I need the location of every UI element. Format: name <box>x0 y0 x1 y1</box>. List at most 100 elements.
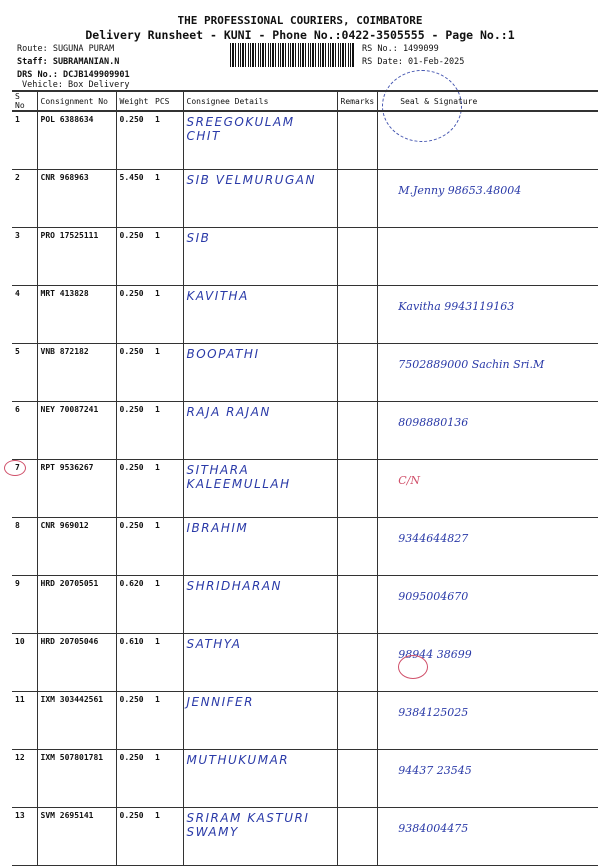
signature: M.Jenny 98653.48004 <box>377 169 598 228</box>
consignee-name: SIB VELMURUGAN <box>182 169 337 228</box>
consignment-number: CNR 968963 <box>36 169 116 228</box>
consignment-number: NEY 70087241 <box>36 401 116 460</box>
consignee-name: SITHARA KALEEMULLAH <box>182 459 337 518</box>
pieces: 1 <box>152 691 183 750</box>
page-mark-circle <box>398 655 428 679</box>
consignee-name: MUTHUKUMAR <box>182 749 337 808</box>
serial-number: 13 <box>12 807 37 866</box>
table-row: 1 POL 6388634 0.250 1 SREEGOKULAM CHIT <box>12 111 598 170</box>
runsheet-table: S No Consignment No Weight PCS Consignee… <box>4 90 598 866</box>
weight: 0.250 <box>115 343 152 402</box>
signature: Kavitha 9943119163 <box>377 285 598 344</box>
serial-number: 3 <box>12 227 37 286</box>
staff: Staff: SUBRAMANIAN.N <box>17 57 120 67</box>
remarks <box>336 343 378 402</box>
table-row: 10 HRD 20705046 0.610 1 SATHYA 98944 38699 <box>12 633 598 692</box>
weight: 5.450 <box>115 169 152 228</box>
consignee-name: RAJA RAJAN <box>182 401 337 460</box>
remarks <box>336 227 378 286</box>
pieces: 1 <box>152 111 183 170</box>
consignment-number: PRO 17525111 <box>36 227 116 286</box>
consignee-name: JENNIFER <box>182 691 337 750</box>
drs-number: DRS No.: DCJB149909901 <box>17 70 130 80</box>
serial-number: 10 <box>12 633 37 692</box>
remarks <box>336 401 378 460</box>
signature: 9384125025 <box>377 691 598 750</box>
table-row: 2 CNR 968963 5.450 1 SIB VELMURUGAN M.Jenny 9… <box>12 169 598 228</box>
highlight-circle <box>4 460 26 476</box>
consignee-name: SIB <box>182 227 337 286</box>
consignment-number: HRD 20705051 <box>36 575 116 634</box>
runsheet-title: Delivery Runsheet - KUNI - Phone No.:042… <box>85 28 515 42</box>
remarks <box>336 575 378 634</box>
consignment-number: HRD 20705046 <box>36 633 116 692</box>
signature: 7502889000 Sachin Sri.M <box>377 343 598 402</box>
weight: 0.250 <box>115 459 152 518</box>
consignment-number: IXM 303442561 <box>36 691 116 750</box>
pieces: 1 <box>152 285 183 344</box>
consignee-name: BOOPATHI <box>182 343 337 402</box>
signature <box>377 111 598 170</box>
vehicle: Vehicle: Box Delivery <box>22 80 130 90</box>
table-row: 12 IXM 507801781 0.250 1 MUTHUKUMAR 94437 235… <box>12 749 598 808</box>
serial-number: 9 <box>12 575 37 634</box>
serial-number: 2 <box>12 169 37 228</box>
signature: 9095004670 <box>377 575 598 634</box>
pieces: 1 <box>152 459 183 518</box>
remarks <box>336 285 378 344</box>
signature: C/N <box>377 459 598 518</box>
table-row: 6 NEY 70087241 0.250 1 RAJA RAJAN 8098880136 <box>12 401 598 460</box>
weight: 0.250 <box>115 807 152 866</box>
pieces: 1 <box>152 343 183 402</box>
remarks <box>336 691 378 750</box>
rs-date: RS Date: 01-Feb-2025 <box>362 57 465 67</box>
remarks <box>336 459 378 518</box>
pieces: 1 <box>152 575 183 634</box>
serial-number: 4 <box>12 285 37 344</box>
pieces: 1 <box>152 169 183 228</box>
remarks <box>336 807 378 866</box>
weight: 0.250 <box>115 111 152 170</box>
remarks <box>336 169 378 228</box>
table-row: 13 SVM 2695141 0.250 1 SRIRAM KASTURI SWAMY 9… <box>12 807 598 866</box>
route: Route: SUGUNA PURAM <box>17 44 115 54</box>
serial-number: 6 <box>12 401 37 460</box>
consignee-name: SRIRAM KASTURI SWAMY <box>182 807 337 866</box>
signature <box>377 227 598 286</box>
table-row: 8 CNR 969012 0.250 1 IBRAHIM 9344644827 <box>12 517 598 576</box>
table-row: 11 IXM 303442561 0.250 1 JENNIFER 9384125025 <box>12 691 598 750</box>
pieces: 1 <box>152 227 183 286</box>
signature: 94437 23545 <box>377 749 598 808</box>
col-sno: S No <box>12 90 37 112</box>
weight: 0.250 <box>115 749 152 808</box>
weight: 0.250 <box>115 691 152 750</box>
table-row: 9 HRD 20705051 0.620 1 SHRIDHARAN 9095004670 <box>12 575 598 634</box>
weight: 0.610 <box>115 633 152 692</box>
pieces: 1 <box>152 401 183 460</box>
table-row: 7 RPT 9536267 0.250 1 SITHARA KALEEMULLAH C/N <box>4 459 598 518</box>
weight: 0.250 <box>115 401 152 460</box>
table-row: 5 VNB 872182 0.250 1 BOOPATHI 7502889000 Sach… <box>12 343 598 402</box>
serial-number: 1 <box>12 111 37 170</box>
col-remarks: Remarks <box>336 90 378 112</box>
consignee-name: SHRIDHARAN <box>182 575 337 634</box>
serial-number: 8 <box>12 517 37 576</box>
consignment-number: RPT 9536267 <box>36 459 116 518</box>
remarks <box>336 749 378 808</box>
col-consignee: Consignee Details <box>182 90 337 112</box>
table-header: S No Consignment No Weight PCS Consignee… <box>12 90 598 112</box>
serial-number: 5 <box>12 343 37 402</box>
serial-number: 7 <box>4 459 37 518</box>
signature: 8098880136 <box>377 401 598 460</box>
col-signature: Seal & Signature <box>377 90 598 112</box>
col-pcs: PCS <box>152 90 183 112</box>
pieces: 1 <box>152 807 183 866</box>
consignment-number: SVM 2695141 <box>36 807 116 866</box>
consignment-number: VNB 872182 <box>36 343 116 402</box>
consignment-number: IXM 507801781 <box>36 749 116 808</box>
pieces: 1 <box>152 633 183 692</box>
table-row: 4 MRT 413828 0.250 1 KAVITHA Kavitha 99431191… <box>12 285 598 344</box>
pieces: 1 <box>152 749 183 808</box>
col-consignment: Consignment No <box>36 90 116 112</box>
remarks <box>336 111 378 170</box>
